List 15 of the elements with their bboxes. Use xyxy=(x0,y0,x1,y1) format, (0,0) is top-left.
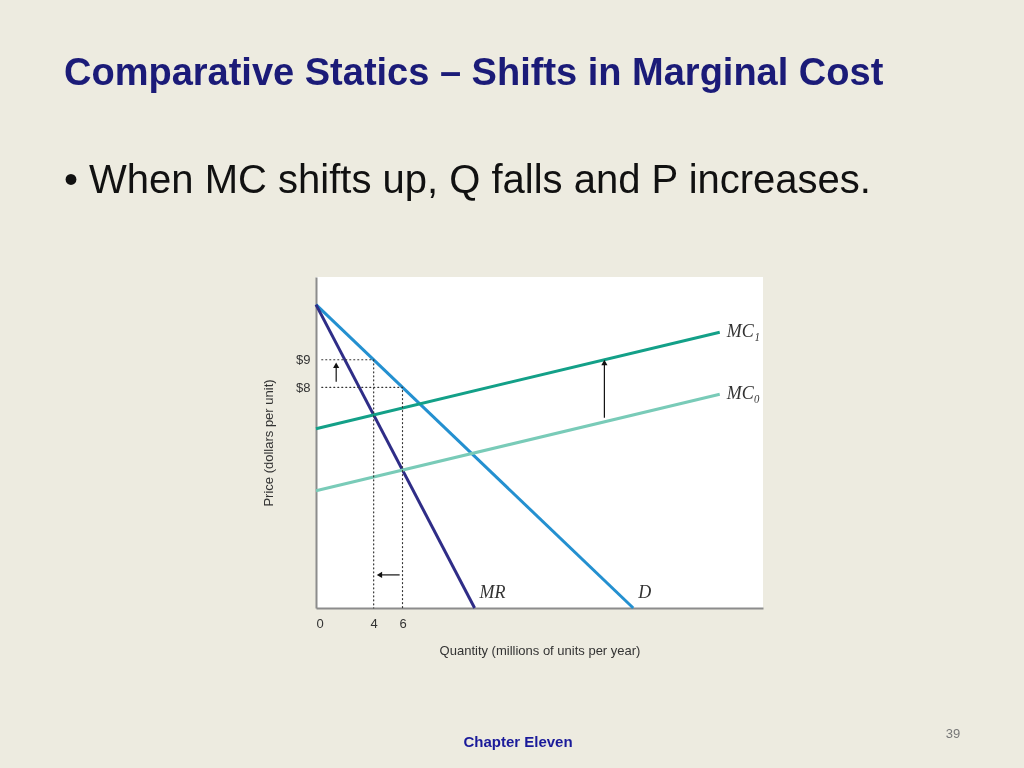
series-label: MR xyxy=(478,582,506,602)
x-tick-label: 6 xyxy=(399,615,407,631)
series-label: MC₁ xyxy=(725,321,761,342)
chart-subtitle: • When MC shifts up, Q falls and P increases. xyxy=(64,157,871,201)
x-tick-label: 0 xyxy=(316,615,324,631)
x-axis-title: Quantity (millions of units per year) xyxy=(439,642,641,658)
text: 39 xyxy=(945,726,961,741)
y-tick-label: $8 xyxy=(296,379,311,395)
y-axis-title: Price (dollars per unit) xyxy=(261,379,277,507)
x-tick-label: 4 xyxy=(370,615,378,631)
y-tick-label: $9 xyxy=(296,352,311,368)
series-label: D xyxy=(637,582,652,602)
text: Chapter Eleven xyxy=(463,733,573,750)
chart-title: Comparative Statics – Shifts in Marginal Cost xyxy=(64,51,884,93)
series-label: MC₀ xyxy=(725,383,761,404)
